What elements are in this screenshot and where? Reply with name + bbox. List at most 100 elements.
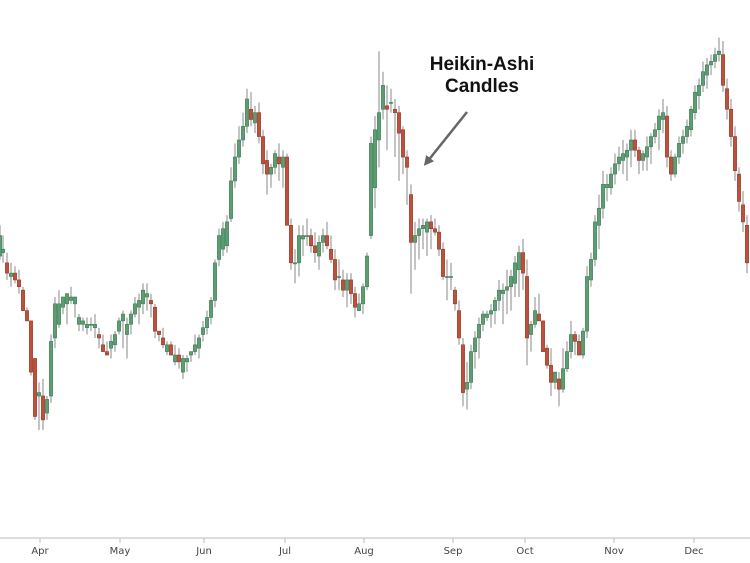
x-tick-label: Jul xyxy=(278,546,291,557)
candle-up xyxy=(201,327,205,335)
x-tick-label: May xyxy=(110,546,131,557)
candle-up xyxy=(369,143,373,236)
candle-down xyxy=(25,310,29,322)
candle-up xyxy=(469,351,473,383)
candle-down xyxy=(521,252,525,274)
candle-up xyxy=(165,344,169,352)
candle-up xyxy=(597,207,601,226)
candle-up xyxy=(293,262,297,265)
candle-up xyxy=(125,324,129,335)
candle-up xyxy=(425,221,429,233)
x-tick-label: Apr xyxy=(31,546,49,557)
candle-up xyxy=(497,289,501,301)
candle-up xyxy=(205,317,209,329)
candle-up xyxy=(657,115,661,131)
candle-up xyxy=(413,235,417,243)
candle-down xyxy=(13,272,17,281)
candle-up xyxy=(661,112,665,120)
candle-up xyxy=(297,235,301,264)
candle-down xyxy=(457,310,461,339)
candle-down xyxy=(249,108,253,120)
candle-down xyxy=(441,248,445,277)
candle-up xyxy=(173,354,177,363)
candle-down xyxy=(5,262,9,274)
candle-down xyxy=(41,395,45,421)
candle-up xyxy=(389,102,393,104)
candle-up xyxy=(361,286,365,305)
candle-up xyxy=(81,320,85,325)
candle-up xyxy=(693,91,697,113)
candle-up xyxy=(601,184,605,209)
candle-down xyxy=(637,149,641,161)
candle-up xyxy=(445,276,449,278)
candle-up xyxy=(317,242,321,257)
candle-up xyxy=(377,112,381,141)
candle-up xyxy=(233,156,237,182)
candle-up xyxy=(505,286,509,291)
candle-down xyxy=(17,279,21,288)
candle-up xyxy=(625,149,629,158)
candle-up xyxy=(365,255,369,288)
candle-up xyxy=(489,310,493,315)
candle-up xyxy=(561,368,565,390)
candle-up xyxy=(373,129,377,189)
candle-down xyxy=(557,378,561,390)
candle-up xyxy=(57,303,61,325)
candle-up xyxy=(229,180,233,219)
candle-up xyxy=(485,313,489,318)
candle-up xyxy=(685,126,689,137)
candle-down xyxy=(545,347,549,366)
candle-down xyxy=(665,115,669,158)
candle-up xyxy=(593,221,597,260)
candle-down xyxy=(725,88,729,110)
candle-up xyxy=(225,221,229,247)
candle-up xyxy=(185,358,189,363)
candle-up xyxy=(605,184,609,189)
candle-up xyxy=(701,71,705,86)
candle-down xyxy=(401,129,405,158)
candle-up xyxy=(269,166,273,175)
candle-down xyxy=(153,306,157,332)
candle-down xyxy=(537,313,541,322)
candle-up xyxy=(281,156,285,168)
candle-down xyxy=(745,225,749,264)
candle-up xyxy=(197,337,201,349)
candle-down xyxy=(405,156,409,168)
candle-up xyxy=(221,228,225,250)
candle-up xyxy=(301,235,305,240)
candle-up xyxy=(241,126,245,141)
candle-up xyxy=(93,324,97,329)
candle-down xyxy=(385,105,389,110)
candle-down xyxy=(257,112,261,137)
candle-up xyxy=(493,300,497,311)
candle-down xyxy=(101,344,105,352)
candle-up xyxy=(697,85,701,96)
candle-up xyxy=(477,324,481,339)
x-axis-ticks: Apr May Jun Jul Aug Sep Oct Nov Dec xyxy=(31,538,704,557)
candle-up xyxy=(69,296,73,301)
candle-up xyxy=(65,293,69,305)
candle-up xyxy=(677,143,681,158)
annotation-arrow xyxy=(423,111,468,166)
candle-up xyxy=(53,303,57,339)
candle-up xyxy=(653,129,657,137)
candle-down xyxy=(265,160,269,175)
candle-down xyxy=(261,136,265,165)
candle-down xyxy=(157,330,161,335)
candle-down xyxy=(325,235,329,247)
candle-up xyxy=(589,259,593,281)
candle-up xyxy=(533,310,537,325)
candle-up xyxy=(193,344,197,352)
candle-down xyxy=(289,225,293,264)
candle-down xyxy=(309,235,313,247)
candle-down xyxy=(437,231,441,250)
candle-up xyxy=(253,112,257,124)
candle-up xyxy=(565,351,569,369)
candle-down xyxy=(29,320,33,373)
x-tick-label: Aug xyxy=(354,546,374,557)
candle-up xyxy=(569,334,573,352)
candle-up xyxy=(85,324,89,329)
candle-down xyxy=(21,289,25,311)
